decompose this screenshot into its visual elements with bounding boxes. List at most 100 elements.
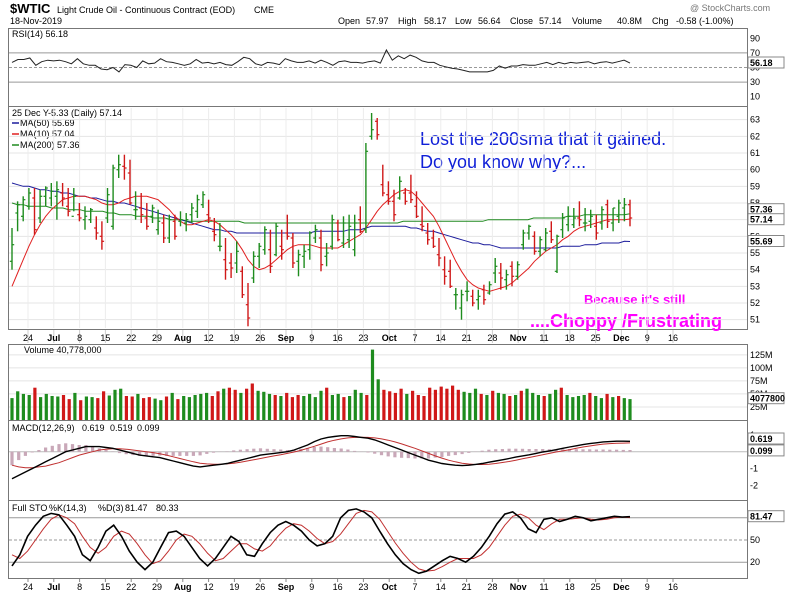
volume-bar: [428, 388, 431, 420]
volume-bar: [119, 389, 122, 420]
volume-bar: [199, 394, 202, 420]
macd-histogram-bar: [387, 452, 390, 457]
macd-histogram-bar: [534, 449, 537, 452]
x-label-mid: 14: [436, 333, 446, 343]
macd-histogram-bar: [454, 452, 457, 455]
volume-bar: [68, 399, 71, 420]
x-label-bottom: 23: [358, 582, 368, 592]
sto-k-label: %K(14,3): [49, 503, 87, 513]
volume-bar: [594, 396, 597, 420]
volume-bar: [503, 394, 506, 420]
x-label-bottom: 26: [255, 582, 265, 592]
x-label-bottom: Nov: [510, 582, 527, 592]
volume-bar: [91, 397, 94, 420]
x-label-mid: 22: [126, 333, 136, 343]
x-label-mid: 8: [77, 333, 82, 343]
macd-histogram-bar: [575, 449, 578, 452]
symbol-label: $WTIC: [10, 1, 51, 16]
volume-value: 40.8M: [617, 16, 642, 26]
volume-bar: [337, 394, 340, 420]
macd-histogram-bar: [57, 444, 60, 452]
macd-histogram-bar: [380, 452, 383, 456]
x-label-mid: 9: [645, 333, 650, 343]
volume-bar: [411, 391, 414, 420]
macd-histogram-bar: [51, 446, 54, 452]
volume-bar: [291, 397, 294, 420]
volume-bar: [531, 393, 534, 420]
x-label-bottom: 25: [591, 582, 601, 592]
volume-bar: [583, 395, 586, 420]
x-label-bottom: 15: [100, 582, 110, 592]
macd-histogram-bar: [340, 449, 343, 452]
x-label-bottom: Dec: [613, 582, 630, 592]
x-label-mid: Oct: [382, 333, 397, 343]
macd-histogram-bar: [104, 450, 107, 452]
macd-histogram-bar: [279, 450, 282, 452]
price-tick: 63: [750, 115, 760, 125]
volume-bar: [222, 389, 225, 420]
x-label-mid: 7: [412, 333, 417, 343]
macd-histogram-bar: [521, 449, 524, 452]
volume-bar: [262, 392, 265, 420]
macd-histogram-bar: [494, 449, 497, 452]
macd-histogram-bar: [266, 449, 269, 452]
macd-title: MACD(12,26,9): [12, 423, 75, 433]
volume-label: Volume: [572, 16, 602, 26]
macd-histogram-bar: [259, 448, 262, 451]
low-value: 56.64: [478, 16, 501, 26]
volume-bar: [45, 394, 48, 420]
macd-histogram-bar: [272, 449, 275, 452]
volume-bar: [525, 389, 528, 420]
volume-bar: [588, 393, 591, 420]
ma50-last-value: 55.69: [750, 237, 773, 247]
volume-bar: [216, 391, 219, 420]
rsi-tick: 90: [750, 33, 760, 43]
volume-bar: [422, 396, 425, 420]
x-label-mid: Jul: [47, 333, 60, 343]
volume-bar: [485, 395, 488, 420]
macd-histogram-bar: [178, 452, 181, 456]
x-label-mid: Aug: [174, 333, 192, 343]
macd-histogram-bar: [467, 452, 470, 453]
volume-bar: [159, 400, 162, 420]
x-label-mid: 24: [23, 333, 33, 343]
low-label: Low: [455, 16, 472, 26]
x-label-mid: 25: [591, 333, 601, 343]
volume-bar: [354, 390, 357, 420]
x-label-bottom: 19: [229, 582, 239, 592]
sto-tick: 20: [750, 557, 760, 567]
x-label-bottom: 21: [462, 582, 472, 592]
volume-bar: [131, 397, 134, 421]
volume-bar: [51, 396, 54, 420]
macd-histogram-bar: [602, 450, 605, 452]
macd-histogram-bar: [514, 449, 517, 452]
volume-bar: [457, 390, 460, 420]
x-label-bottom: 29: [152, 582, 162, 592]
macd-histogram-bar: [205, 452, 208, 454]
x-label-mid: 23: [358, 333, 368, 343]
x-label-mid: 15: [100, 333, 110, 343]
volume-bar: [319, 391, 322, 420]
macd-histogram-bar: [481, 451, 484, 452]
x-label-bottom: 18: [565, 582, 575, 592]
macd-histogram-bar: [508, 449, 511, 452]
volume-bar: [73, 393, 76, 420]
macd-histogram-bar: [319, 447, 322, 452]
macd-histogram-bar: [17, 452, 20, 460]
volume-bar: [451, 386, 454, 420]
macd-histogram-bar: [615, 450, 618, 452]
volume-bar: [537, 395, 540, 420]
volume-bar: [22, 394, 25, 420]
volume-last-value: 40778000: [750, 394, 785, 404]
sto-k-value: 81.47: [125, 503, 148, 513]
volume-bar: [268, 394, 271, 420]
volume-bar: [205, 393, 208, 420]
x-label-bottom: 24: [23, 582, 33, 592]
sto-d-value: 80.33: [156, 503, 179, 513]
macd-histogram-bar: [487, 450, 490, 452]
volume-bar: [171, 393, 174, 420]
x-label-bottom: 28: [487, 582, 497, 592]
volume-bar: [234, 390, 237, 420]
